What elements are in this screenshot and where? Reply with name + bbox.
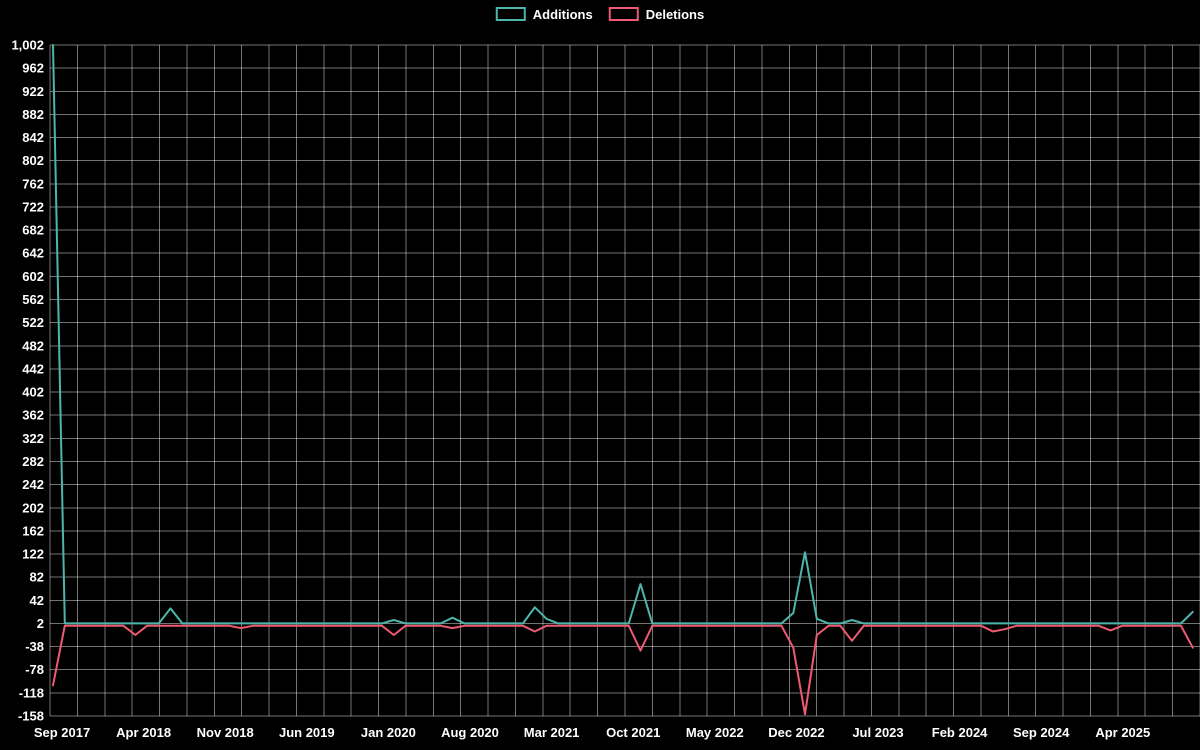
y-tick-label: 562 (22, 292, 44, 307)
y-tick-label: 162 (22, 523, 44, 538)
y-tick-label: 322 (22, 431, 44, 446)
y-tick-label: 802 (22, 153, 44, 168)
y-tick-label: 882 (22, 107, 44, 122)
x-tick-label: Jun 2019 (279, 725, 335, 740)
legend-item-deletions[interactable]: Deletions (608, 6, 705, 22)
x-tick-label: Feb 2024 (932, 725, 988, 740)
y-tick-label: 602 (22, 269, 44, 284)
y-tick-label: 2 (37, 616, 44, 631)
y-tick-label: 722 (22, 200, 44, 215)
y-tick-label: 402 (22, 385, 44, 400)
y-tick-label: 482 (22, 338, 44, 353)
y-tick-label: 362 (22, 408, 44, 423)
y-tick-label: -78 (25, 662, 44, 677)
x-tick-label: Jul 2023 (852, 725, 903, 740)
y-tick-label: 202 (22, 500, 44, 515)
y-tick-label: 922 (22, 84, 44, 99)
legend-item-additions[interactable]: Additions (495, 6, 593, 22)
series-line-additions (52, 44, 1194, 625)
y-tick-label: 1,002 (11, 38, 44, 53)
series-line-deletions (52, 624, 1194, 716)
x-tick-label: Aug 2020 (441, 725, 499, 740)
y-tick-label: 122 (22, 547, 44, 562)
y-tick-label: 762 (22, 176, 44, 191)
x-tick-label: Oct 2021 (606, 725, 660, 740)
legend-swatch-additions (495, 7, 526, 21)
x-tick-label: Jan 2020 (361, 725, 416, 740)
y-tick-label: 522 (22, 315, 44, 330)
y-tick-label: 82 (30, 570, 44, 585)
x-tick-label: May 2022 (686, 725, 744, 740)
x-tick-label: Apr 2025 (1095, 725, 1150, 740)
y-tick-label: 242 (22, 477, 44, 492)
y-tick-label: -38 (25, 639, 44, 654)
x-tick-label: Sep 2017 (34, 725, 90, 740)
legend-swatch-deletions (608, 7, 639, 21)
y-tick-label: 282 (22, 454, 44, 469)
y-tick-label: 642 (22, 246, 44, 261)
y-tick-label: 682 (22, 223, 44, 238)
x-tick-label: Apr 2018 (116, 725, 171, 740)
y-tick-label: 42 (30, 593, 44, 608)
chart-legend: Additions Deletions (495, 6, 705, 22)
x-tick-label: Mar 2021 (524, 725, 580, 740)
x-tick-label: Dec 2022 (768, 725, 824, 740)
legend-label-deletions: Deletions (645, 6, 705, 22)
x-tick-label: Nov 2018 (197, 725, 254, 740)
y-tick-label: -158 (18, 709, 44, 724)
y-tick-label: 442 (22, 361, 44, 376)
y-tick-label: 842 (22, 130, 44, 145)
y-tick-label: -118 (19, 685, 44, 700)
y-tick-label: 962 (22, 61, 44, 76)
legend-label-additions: Additions (532, 6, 593, 22)
x-tick-label: Sep 2024 (1013, 725, 1070, 740)
